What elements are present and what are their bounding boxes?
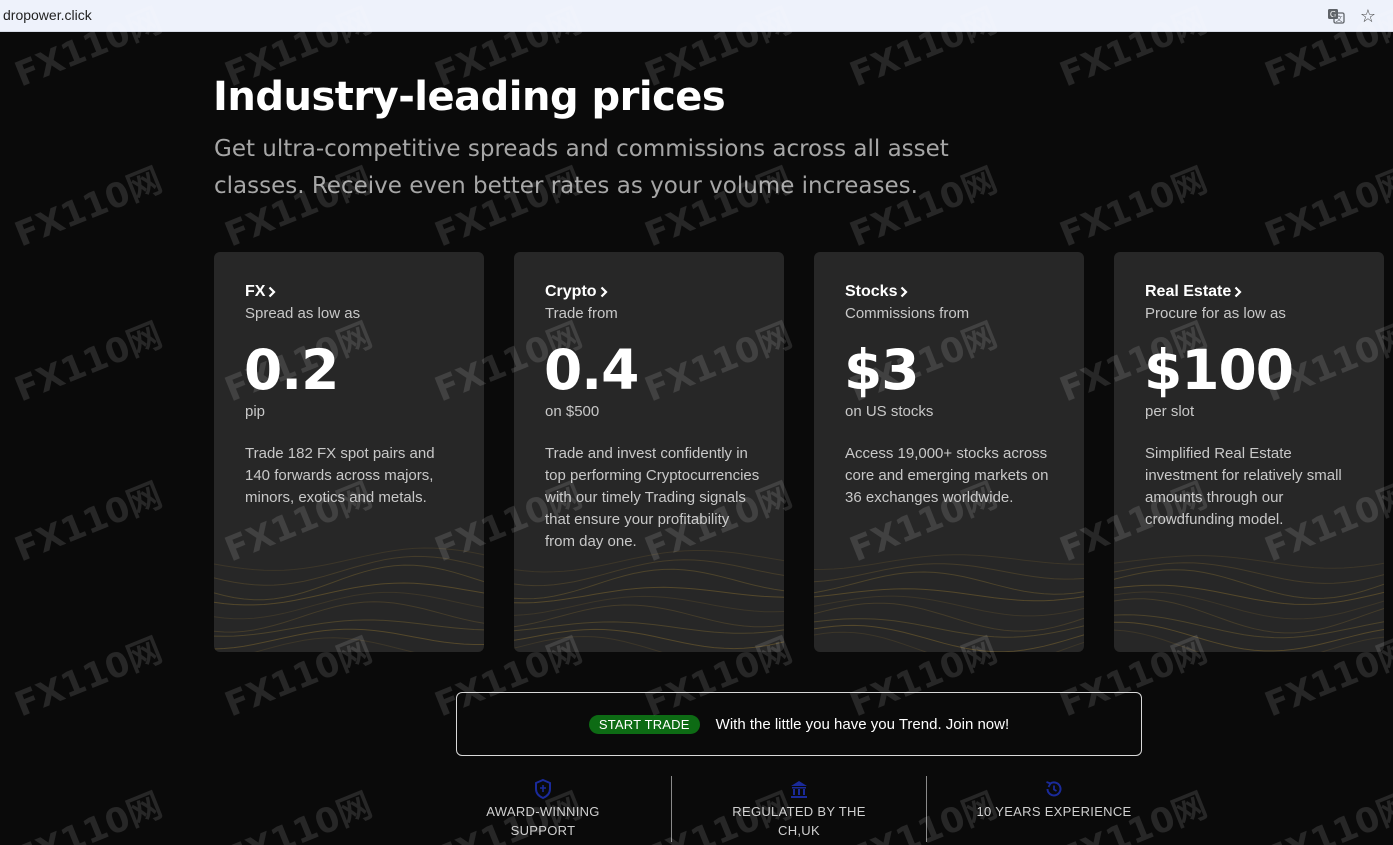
chevron-right-icon <box>600 286 608 298</box>
wave-line <box>514 604 784 628</box>
card-unit: on $500 <box>545 403 600 420</box>
wave-line <box>1114 629 1384 652</box>
wave-line <box>214 628 484 650</box>
wave-line <box>214 547 484 571</box>
card-unit: on US stocks <box>845 403 934 420</box>
card-title-label: Real Estate <box>1145 283 1232 300</box>
wave-line <box>1114 562 1384 584</box>
wave-line <box>253 637 415 652</box>
card-title-label: Crypto <box>545 283 597 300</box>
wave-line <box>814 624 1084 652</box>
wave-line <box>214 564 484 601</box>
wave-line <box>814 631 1084 652</box>
wave-line <box>814 588 1084 602</box>
pricing-card-real-estate[interactable]: Real Estate Procure for as low as $100 p… <box>1114 252 1384 652</box>
wave-line <box>1114 555 1384 569</box>
feature-regulated: REGULATED BY THE CH,UK <box>726 776 872 845</box>
wave-line <box>214 582 484 606</box>
wave-line <box>514 635 784 652</box>
wave-pattern <box>214 547 484 652</box>
card-unit: pip <box>245 403 266 420</box>
star-icon[interactable]: ☆ <box>1359 5 1377 27</box>
wave-line <box>814 618 1084 638</box>
card-description: Trade 182 FX spot pairs and 140 forwards… <box>245 445 435 506</box>
wave-line <box>814 563 1084 583</box>
card-description: Access 19,000+ stocks across core and em… <box>845 445 1049 506</box>
url-text[interactable]: dropower.click <box>3 7 92 23</box>
bank-icon <box>791 781 807 798</box>
wave-line <box>814 571 1084 595</box>
wave-line <box>1114 614 1384 639</box>
page-content: Industry-leading prices Get ultra-compet… <box>0 38 1393 845</box>
cta-banner: START TRADE With the little you have you… <box>456 692 1142 756</box>
pricing-card-stocks[interactable]: Stocks Commissions from $3 on US stocks … <box>814 252 1084 652</box>
chevron-right-icon <box>269 286 277 298</box>
wave-line <box>214 601 484 633</box>
pricing-card-crypto[interactable]: Crypto Trade from 0.4 on $500 Trade and … <box>514 252 784 652</box>
chevron-right-icon <box>901 286 909 298</box>
wave-line <box>514 621 784 634</box>
card-value: $100 <box>1144 338 1294 402</box>
start-trade-button[interactable]: START TRADE <box>588 714 700 734</box>
feature-label: 10 YEARS EXPERIENCE <box>976 804 1132 819</box>
svg-text:G: G <box>1330 10 1336 19</box>
wave-line <box>514 550 784 573</box>
wave-line <box>514 628 784 650</box>
feature-label: AWARD-WINNING SUPPORT <box>486 804 600 838</box>
card-title-label: FX <box>245 283 266 300</box>
page-subtitle: Get ultra-competitive spreads and commis… <box>214 136 949 199</box>
divider <box>926 776 927 842</box>
wave-line <box>214 555 484 586</box>
card-description: Simplified Real Estate investment for re… <box>1145 445 1342 528</box>
pricing-card-fx[interactable]: FX Spread as low as 0.2 pip Trade 182 FX… <box>214 252 484 652</box>
card-title[interactable]: Real Estate <box>1145 283 1242 301</box>
feature-label: REGULATED BY THE CH,UK <box>732 804 866 838</box>
wave-line <box>1114 591 1384 620</box>
svg-text:文: 文 <box>1336 14 1343 23</box>
shield-icon <box>535 778 551 800</box>
wave-line <box>214 619 484 637</box>
card-title[interactable]: FX <box>245 283 277 301</box>
card-title-label: Stocks <box>845 283 898 300</box>
card-value: 0.4 <box>544 338 639 402</box>
wave-pattern <box>1114 555 1384 652</box>
card-title[interactable]: Stocks <box>845 283 909 301</box>
chevron-right-icon <box>1234 286 1242 298</box>
wave-line <box>514 595 784 616</box>
wave-line <box>814 554 1084 570</box>
feature-experience: 10 YEARS EXPERIENCE <box>965 776 1143 845</box>
card-subtitle: Commissions from <box>845 305 970 322</box>
wave-line <box>514 586 784 604</box>
card-value: 0.2 <box>244 338 339 402</box>
page-title: Industry-leading prices <box>213 74 726 120</box>
wave-line <box>514 568 784 600</box>
card-subtitle: Spread as low as <box>245 305 361 322</box>
wave-line <box>514 559 784 587</box>
wave-line <box>1114 621 1384 652</box>
wave-line <box>1114 569 1384 600</box>
card-subtitle: Trade from <box>545 305 618 322</box>
card-subtitle: Procure for as low as <box>1145 305 1286 322</box>
feature-award-winning-support: AWARD-WINNING SUPPORT <box>470 776 616 845</box>
card-value: $3 <box>844 338 920 402</box>
wave-line <box>1114 598 1384 634</box>
wave-line <box>214 591 484 620</box>
wave-pattern <box>514 550 784 652</box>
card-title[interactable]: Crypto <box>545 283 608 301</box>
history-icon <box>1046 781 1062 797</box>
wave-line <box>814 602 1084 632</box>
card-description: Trade and invest confidently in top perf… <box>545 445 760 550</box>
wave-line <box>1114 584 1384 605</box>
card-unit: per slot <box>1145 403 1195 420</box>
wave-pattern <box>814 554 1084 652</box>
wave-line <box>814 595 1084 617</box>
divider <box>671 776 672 842</box>
cta-message: With the little you have you Trend. Join… <box>715 715 1010 733</box>
